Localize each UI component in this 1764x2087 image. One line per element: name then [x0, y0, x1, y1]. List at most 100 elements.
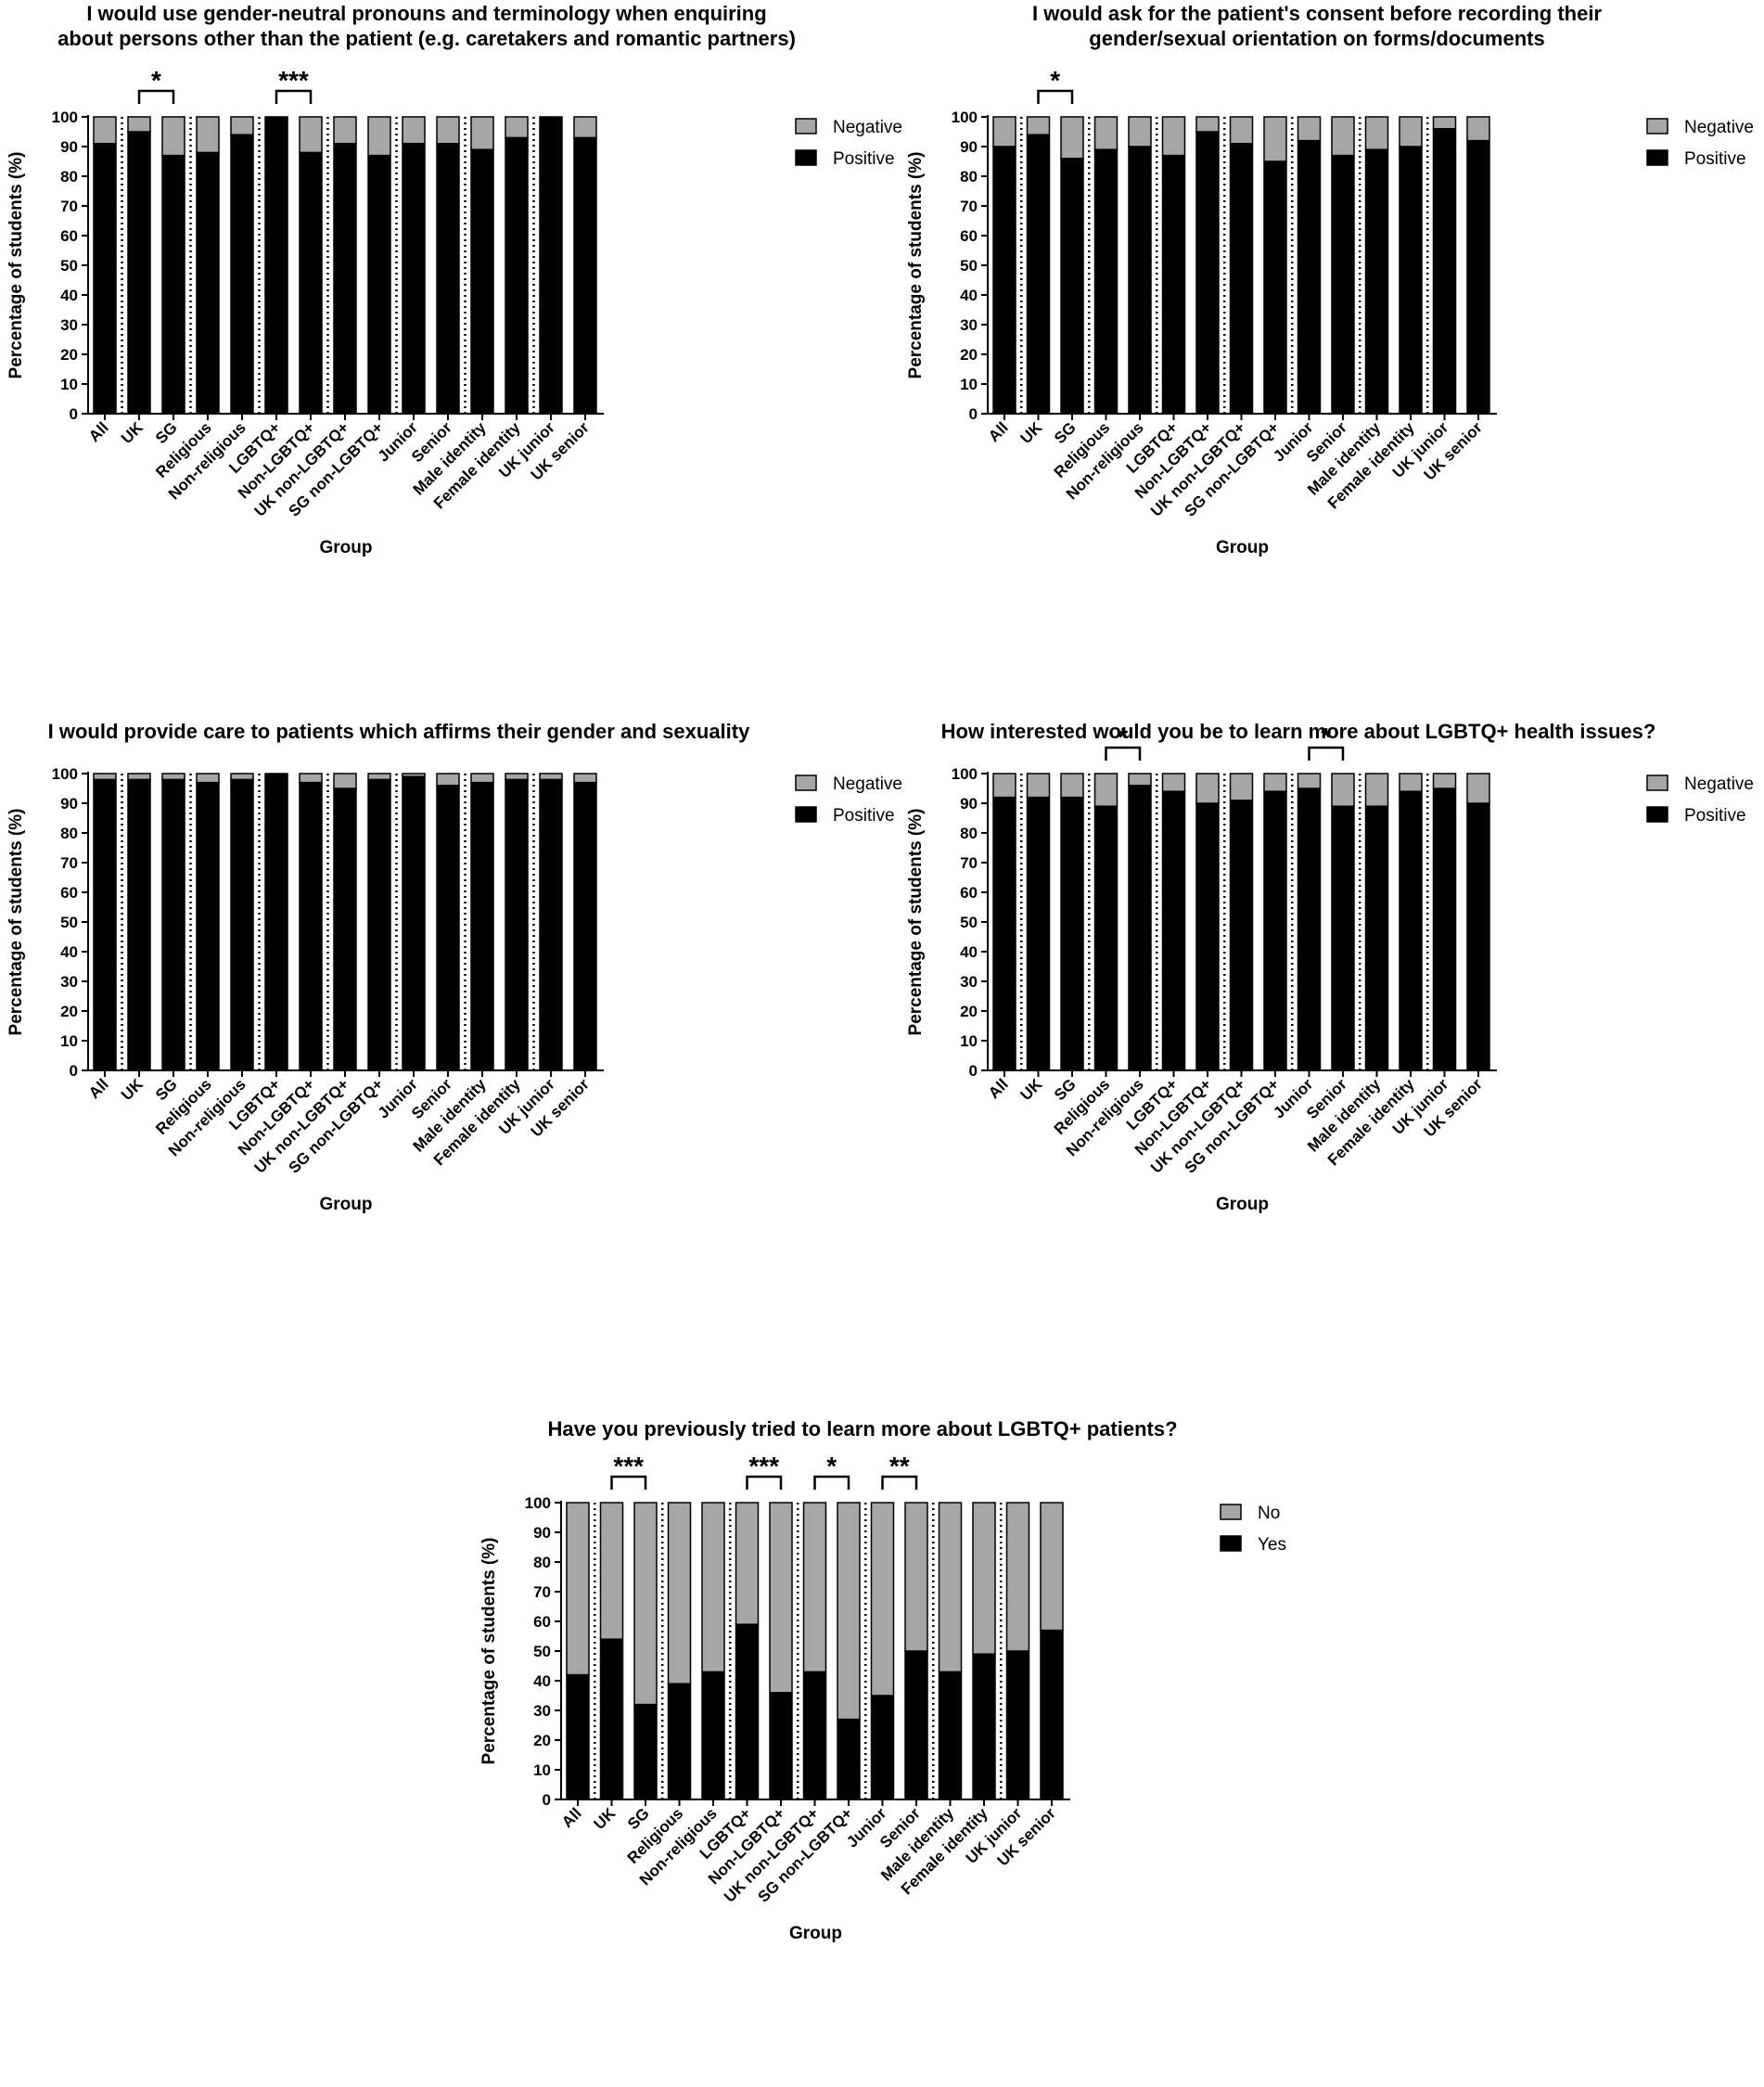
legend-label: Positive — [1684, 149, 1746, 169]
bar-segment-positive — [1331, 805, 1355, 1071]
bar-segment-negative — [1432, 773, 1457, 789]
y-tick-label: 80 — [960, 825, 978, 842]
bar-segment-positive — [1026, 796, 1051, 1071]
bar-segment-negative — [127, 116, 151, 133]
bar-segment-negative — [161, 773, 185, 781]
bar-segment-yes — [769, 1692, 793, 1800]
bar-segment-positive — [264, 116, 288, 415]
y-tick-label: 0 — [543, 1791, 551, 1809]
bar-segment-no — [566, 1502, 590, 1676]
bar-segment-positive — [1128, 785, 1152, 1071]
bar-segment-negative — [1297, 773, 1322, 789]
y-tick-label: 10 — [60, 376, 78, 393]
significance-bracket — [275, 89, 313, 104]
legend-swatch-positive — [1646, 149, 1668, 166]
y-axis-label: Percentage of students (%) — [479, 1538, 499, 1765]
bar-segment-yes — [701, 1671, 725, 1800]
chart-svg: Have you previously tried to learn more … — [479, 1417, 1286, 1943]
bar-segment-yes — [802, 1671, 827, 1800]
bar-segment-negative — [1229, 116, 1254, 145]
y-tick-label: 50 — [533, 1643, 551, 1660]
category-label: UK — [118, 1075, 147, 1104]
legend-swatch-no — [1220, 1504, 1242, 1520]
legend-label: Positive — [833, 806, 895, 826]
bar-segment-negative — [127, 773, 151, 781]
y-tick-label: 60 — [533, 1613, 551, 1631]
y-tick-label: 90 — [60, 138, 78, 156]
bar-segment-yes — [904, 1650, 928, 1800]
bar-segment-positive — [1331, 154, 1355, 415]
bar-segment-positive — [93, 778, 117, 1071]
bar-segment-yes — [938, 1671, 963, 1800]
legend-label: Positive — [1684, 806, 1746, 826]
category-label: SG — [152, 1075, 181, 1104]
chart-panel-consent-before-recording: I would ask for the patient's consent be… — [890, 0, 1764, 705]
bar-segment-negative — [299, 116, 323, 154]
bar-segment-positive — [1399, 790, 1423, 1071]
significance-label: *** — [278, 66, 309, 95]
chart-title: about persons other than the patient (e.… — [58, 27, 796, 50]
chart-svg: I would provide care to patients which a… — [6, 720, 902, 1214]
y-tick-label: 40 — [960, 943, 978, 961]
y-tick-label: 40 — [960, 287, 978, 304]
bar-segment-negative — [230, 116, 254, 135]
y-tick-label: 20 — [960, 346, 978, 364]
bar-segment-negative — [1195, 116, 1220, 133]
bar-segment-positive — [1432, 128, 1457, 415]
bar-segment-positive — [1128, 146, 1152, 415]
significance-label: *** — [613, 1452, 644, 1480]
significance-bracket — [813, 1475, 850, 1490]
bar-segment-positive — [1297, 787, 1322, 1071]
legend-label: Yes — [1258, 1535, 1286, 1555]
bar-segment-no — [1005, 1502, 1030, 1652]
bar-segment-negative — [992, 116, 1016, 147]
bar-segment-yes — [1040, 1629, 1064, 1800]
legend-label: No — [1258, 1504, 1280, 1523]
bar-segment-positive — [1060, 796, 1084, 1071]
bar-segment-no — [633, 1502, 658, 1706]
category-label: UK — [1017, 1075, 1046, 1104]
bar-segment-positive — [1060, 158, 1084, 415]
bar-segment-positive — [196, 781, 220, 1071]
significance-bracket — [137, 89, 175, 104]
y-axis-label: Percentage of students (%) — [6, 809, 26, 1036]
chart-title: Have you previously tried to learn more … — [547, 1417, 1177, 1440]
y-tick-label: 30 — [60, 316, 78, 334]
bar-segment-positive — [1161, 154, 1186, 415]
bar-segment-positive — [367, 154, 391, 415]
bar-segment-positive — [1026, 134, 1051, 415]
y-tick-label: 70 — [60, 198, 78, 215]
bar-segment-positive — [1399, 146, 1423, 415]
category-label: All — [985, 418, 1012, 445]
bar-segment-positive — [230, 778, 254, 1071]
bar-segment-negative — [1466, 773, 1490, 804]
bar-segment-positive — [1195, 802, 1220, 1071]
bar-segment-negative — [402, 116, 426, 145]
bar-segment-positive — [402, 775, 426, 1071]
significance-label: * — [1118, 723, 1128, 751]
y-tick-label: 50 — [960, 914, 978, 931]
bar-segment-positive — [127, 131, 151, 415]
bar-segment-no — [599, 1502, 624, 1640]
category-label: SG — [1051, 418, 1080, 447]
significance-bracket — [746, 1475, 783, 1490]
bar-segment-negative — [573, 773, 597, 784]
bar-segment-positive — [505, 136, 529, 415]
bar-segment-negative — [1161, 773, 1186, 792]
bar-segment-no — [1040, 1502, 1064, 1632]
bar-segment-negative — [402, 773, 426, 777]
bar-segment-negative — [93, 116, 117, 145]
bar-segment-positive — [573, 136, 597, 415]
x-axis-label: Group — [320, 1195, 373, 1214]
bar-segment-positive — [539, 116, 563, 415]
legend-swatch-positive — [795, 806, 817, 823]
y-tick-label: 0 — [70, 1062, 78, 1080]
bar-segment-positive — [436, 785, 460, 1071]
bar-segment-negative — [1263, 116, 1287, 162]
bar-segment-positive — [127, 778, 151, 1071]
bar-segment-negative — [161, 116, 185, 157]
chart-svg: I would use gender-neutral pronouns and … — [6, 2, 902, 557]
legend-label: Negative — [833, 118, 902, 137]
y-tick-label: 90 — [960, 138, 978, 156]
y-tick-label: 0 — [969, 405, 978, 423]
